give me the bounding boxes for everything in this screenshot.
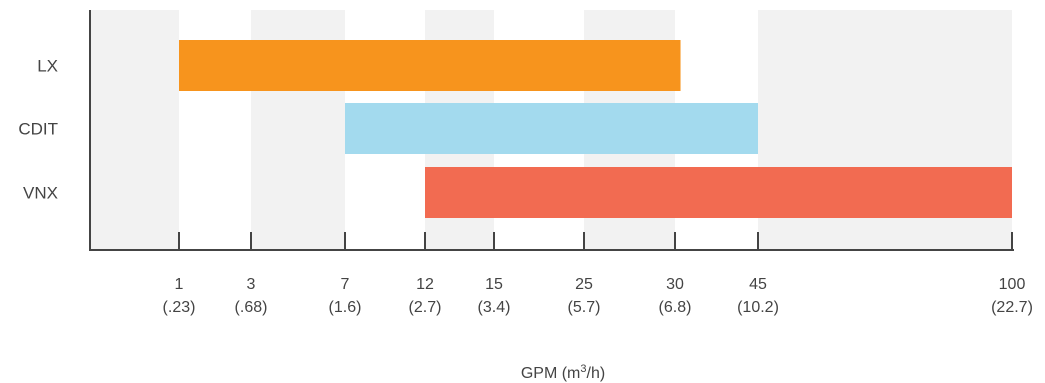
range-bars [179,40,1012,218]
category-label-vnx: VNX [23,184,58,203]
tick-label-7: 7 [341,276,350,293]
tick-label-30: 30 [666,276,684,293]
x-axis-title: GPM (m3/h) [521,363,605,382]
category-labels: LX CDIT VNX [18,57,58,203]
tick-label-12: 12 [416,276,434,293]
x-axis-title-sup: 3 [580,363,586,375]
range-bar-cdit [345,103,758,154]
tick-sublabel-30: (6.8) [659,299,692,316]
tick-label-45: 45 [749,276,767,293]
category-label-lx: LX [37,57,58,76]
background-band-1 [91,10,179,250]
tick-sublabel-15: (3.4) [478,299,511,316]
tick-sublabel-100: (22.7) [991,299,1033,316]
tick-label-25: 25 [575,276,593,293]
tick-sublabel-25: (5.7) [568,299,601,316]
range-bar-vnx [425,167,1012,218]
tick-sublabel-45: (10.2) [737,299,779,316]
x-ticks: 1 (.23) 3 (.68) 7 (1.6) 12 (2.7) 15 (3.4) 25 (5.7) 3… [163,232,1033,316]
tick-sublabel-3: (.68) [235,299,268,316]
tick-sublabel-1: (.23) [163,299,196,316]
tick-label-1: 1 [175,276,184,293]
tick-label-15: 15 [485,276,503,293]
tick-label-3: 3 [247,276,256,293]
range-bar-lx [179,40,681,91]
tick-label-100: 100 [999,276,1026,293]
category-label-cdit: CDIT [18,120,58,139]
axes [89,10,1014,251]
tick-sublabel-7: (1.6) [329,299,362,316]
tick-sublabel-12: (2.7) [409,299,442,316]
